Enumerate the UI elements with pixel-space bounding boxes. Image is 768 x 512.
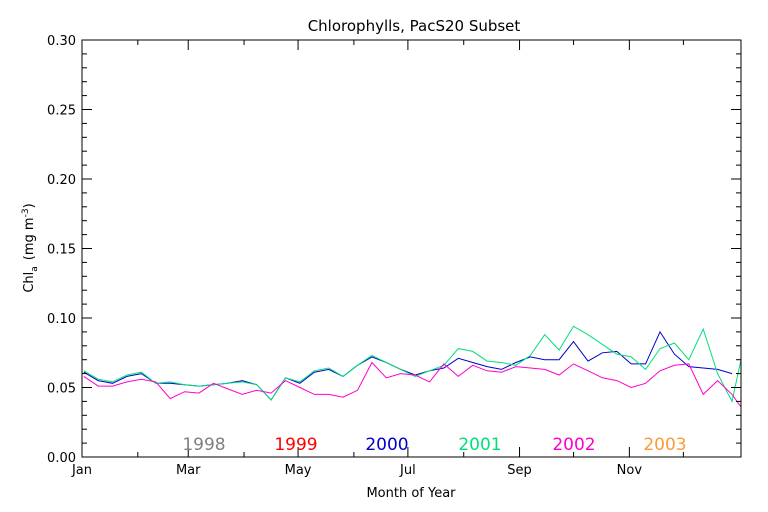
legend-entry-2001: 2001	[458, 435, 501, 455]
y-axis-label: Chla (mg m-3)	[21, 203, 40, 292]
x-axis-label: Month of Year	[366, 486, 456, 501]
legend-entry-2000: 2000	[365, 435, 408, 455]
series-line-2002	[83, 361, 742, 408]
x-tick-label: Nov	[617, 463, 643, 478]
legend-entry-2002: 2002	[552, 435, 595, 455]
y-tick-label: 0.20	[47, 173, 76, 188]
y-tick-label: 0.25	[47, 104, 76, 119]
series-line-2000	[83, 330, 733, 401]
legend-entry-1999: 1999	[274, 435, 317, 455]
legend-entry-2003: 2003	[643, 435, 686, 455]
x-tick-label: May	[285, 463, 312, 478]
y-tick-label: 0.00	[47, 451, 76, 466]
y-axis-label-units: (mg m	[22, 217, 37, 260]
plot-frame	[81, 39, 742, 458]
series-line-2001	[83, 325, 742, 403]
x-tick-label: Jan	[71, 463, 92, 478]
y-axis-label-subscript: a	[30, 266, 40, 272]
y-axis-label-close: )	[22, 203, 37, 208]
y-tick-label: 0.15	[47, 243, 76, 258]
y-tick-label: 0.30	[47, 34, 76, 49]
x-tick-label: Jul	[399, 463, 416, 478]
y-axis-label-superscript: -3	[21, 208, 31, 217]
y-tick-label: 0.10	[47, 312, 76, 327]
y-tick-label: 0.05	[47, 382, 76, 397]
chart-title: Chlorophylls, PacS20 Subset	[308, 17, 521, 35]
x-tick-label: Sep	[507, 463, 532, 478]
plot-area: 0.00 0.05 0.10 0.15 0.20 0.25 0.30 Jan Mar May Jul…	[47, 34, 742, 478]
x-tick-label: Mar	[176, 463, 201, 478]
legend-entry-1998: 1998	[182, 435, 225, 455]
y-axis-label-main: Chl	[22, 272, 37, 293]
